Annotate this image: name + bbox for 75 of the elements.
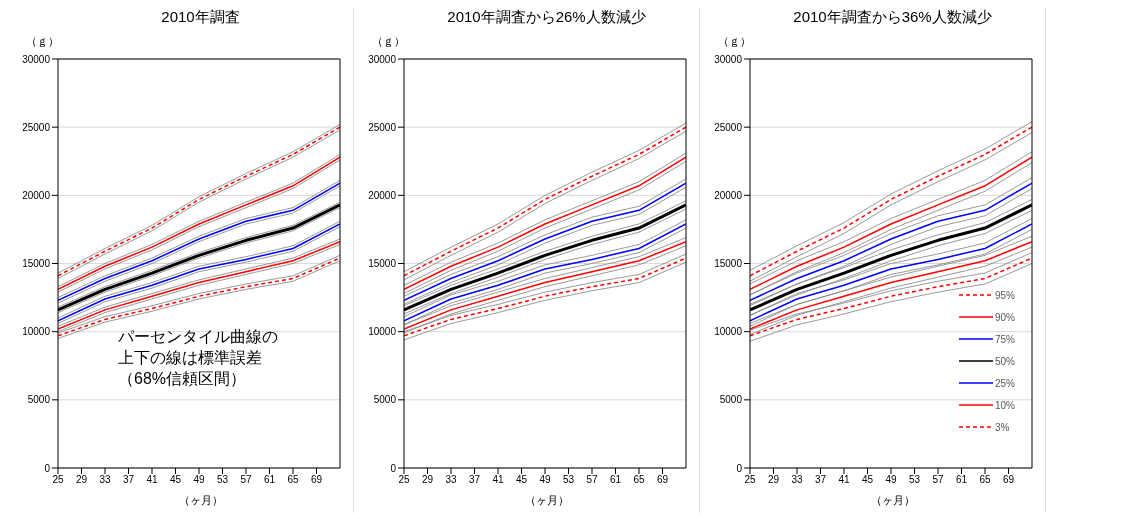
x-tick-label: 61 bbox=[609, 474, 622, 486]
y-tick-label: 20000 bbox=[368, 189, 397, 201]
x-tick-label: 69 bbox=[310, 474, 323, 486]
y-tick-label: 5000 bbox=[719, 394, 743, 406]
x-tick-label: 45 bbox=[169, 474, 182, 486]
x-tick-label: 65 bbox=[287, 474, 299, 486]
y-tick-label: 25000 bbox=[368, 121, 397, 133]
y-tick-label: 0 bbox=[736, 462, 743, 474]
x-tick-label: 53 bbox=[216, 474, 229, 486]
y-tick-label: 30000 bbox=[368, 53, 397, 65]
y-tick-label: 30000 bbox=[714, 53, 743, 65]
y-axis-title: （ｇ） bbox=[718, 34, 751, 49]
x-tick-label: 41 bbox=[146, 474, 158, 486]
x-tick-label: 57 bbox=[932, 474, 944, 486]
legend-label: 90% bbox=[994, 311, 1015, 323]
x-tick-label: 69 bbox=[656, 474, 669, 486]
x-tick-label: 33 bbox=[791, 474, 803, 486]
x-tick-label: 57 bbox=[240, 474, 252, 486]
x-tick-label: 65 bbox=[633, 474, 645, 486]
y-tick-label: 15000 bbox=[368, 258, 397, 270]
x-tick-label: 41 bbox=[492, 474, 504, 486]
y-tick-label: 10000 bbox=[714, 326, 743, 338]
annotation: パーセンタイル曲線の上下の線は標準誤差 bbox=[118, 327, 279, 368]
x-tick-label: 61 bbox=[263, 474, 276, 486]
x-axis-title: （ヶ月） bbox=[523, 493, 570, 508]
x-tick-label: 57 bbox=[586, 474, 598, 486]
y-tick-label: 20000 bbox=[22, 189, 51, 201]
y-axis-title: （ｇ） bbox=[26, 34, 59, 49]
x-tick-label: 29 bbox=[421, 474, 434, 486]
x-tick-label: 41 bbox=[838, 474, 850, 486]
y-tick-label: 5000 bbox=[373, 394, 397, 406]
x-tick-label: 49 bbox=[193, 474, 205, 486]
x-tick-label: 25 bbox=[52, 474, 64, 486]
x-tick-label: 45 bbox=[515, 474, 528, 486]
x-tick-label: 69 bbox=[1002, 474, 1015, 486]
legend-label: 25% bbox=[994, 377, 1015, 389]
y-tick-label: 30000 bbox=[22, 53, 51, 65]
x-tick-label: 29 bbox=[75, 474, 88, 486]
x-tick-label: 49 bbox=[885, 474, 897, 486]
chart-title: 2010年調査から36%人数減少 bbox=[792, 8, 993, 27]
x-tick-label: 37 bbox=[122, 474, 135, 486]
x-axis-title: （ヶ月） bbox=[869, 493, 916, 508]
x-tick-label: 49 bbox=[539, 474, 551, 486]
x-tick-label: 53 bbox=[908, 474, 921, 486]
y-tick-label: 0 bbox=[390, 462, 397, 474]
x-tick-label: 33 bbox=[445, 474, 457, 486]
y-tick-label: 10000 bbox=[368, 326, 397, 338]
x-tick-label: 37 bbox=[468, 474, 481, 486]
y-tick-label: 0 bbox=[44, 462, 51, 474]
legend-label: 3% bbox=[994, 421, 1010, 433]
legend-label: 95% bbox=[994, 289, 1015, 301]
legend-label: 10% bbox=[994, 399, 1015, 411]
y-tick-label: 25000 bbox=[714, 121, 743, 133]
x-tick-label: 25 bbox=[744, 474, 756, 486]
y-tick-label: 20000 bbox=[714, 189, 743, 201]
y-tick-label: 25000 bbox=[22, 121, 51, 133]
chart-title: 2010年調査から26%人数減少 bbox=[446, 8, 647, 27]
x-tick-label: 29 bbox=[767, 474, 780, 486]
x-tick-label: 25 bbox=[398, 474, 410, 486]
x-tick-label: 33 bbox=[99, 474, 111, 486]
x-tick-label: 37 bbox=[814, 474, 827, 486]
chart-title: 2010年調査 bbox=[160, 8, 241, 27]
x-tick-label: 53 bbox=[562, 474, 575, 486]
x-tick-label: 45 bbox=[861, 474, 874, 486]
annotation: （68%信頼区間） bbox=[118, 369, 248, 389]
legend-label: 75% bbox=[994, 333, 1015, 345]
y-tick-label: 15000 bbox=[714, 258, 743, 270]
y-tick-label: 5000 bbox=[27, 394, 51, 406]
x-tick-label: 65 bbox=[979, 474, 991, 486]
y-tick-label: 15000 bbox=[22, 258, 51, 270]
y-tick-label: 10000 bbox=[22, 326, 51, 338]
x-tick-label: 61 bbox=[955, 474, 968, 486]
x-axis-title: （ヶ月） bbox=[177, 493, 224, 508]
y-axis-title: （ｇ） bbox=[372, 34, 405, 49]
legend-label: 50% bbox=[994, 355, 1015, 367]
